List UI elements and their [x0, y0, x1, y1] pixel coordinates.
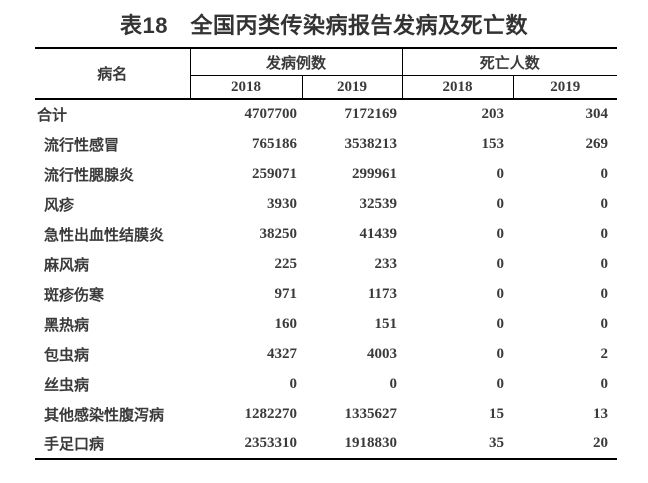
cases-2018-cell: 0 [289, 375, 298, 392]
cases-2019-cell: 151 [374, 315, 398, 332]
deaths-2018-cell: 153 [481, 135, 505, 152]
cases-2019-cell: 1335627 [344, 405, 398, 422]
disease-name-cell: 急性出血性结膜炎 [44, 226, 165, 244]
cases-2018-cell: 4327 [267, 345, 297, 362]
table-row: 合计 4707700 7172169 203 304 [35, 99, 617, 129]
deaths-2019-cell: 0 [600, 315, 609, 332]
disease-name-cell: 风疹 [44, 196, 75, 214]
deaths-2019-header: 2019 [512, 75, 618, 99]
deaths-2019-cell: 0 [600, 285, 609, 302]
deaths-2019-cell: 304 [585, 106, 609, 122]
deaths-2018-cell: 203 [481, 106, 505, 122]
cases-2018-cell: 3930 [267, 195, 297, 212]
cases-2019-cell: 4003 [367, 345, 398, 362]
deaths-2019-cell: 2 [600, 345, 609, 362]
deaths-2019-cell: 13 [593, 405, 609, 422]
disease-name-cell: 手足口病 [44, 436, 105, 453]
deaths-2018-cell: 0 [496, 375, 505, 392]
disease-statistics-table: 病名 发病例数 死亡人数 2018 2019 2018 2019 合计 4707… [35, 47, 618, 460]
table-row: 丝虫病 0 0 0 0 [35, 369, 617, 399]
deaths-2019-cell: 0 [600, 375, 609, 392]
table-row: 流行性感冒 765186 3538213 153 269 [35, 129, 617, 159]
cases-2019-cell: 233 [374, 255, 398, 272]
table-row: 斑疹伤寒 971 1173 0 0 [35, 279, 617, 309]
deaths-2018-cell: 0 [496, 195, 505, 212]
cases-2019-cell: 0 [389, 375, 398, 392]
deaths-2018-cell: 0 [496, 225, 505, 242]
cases-2018-cell: 4707700 [244, 106, 298, 122]
disease-column-header: 病名 [97, 66, 128, 83]
cases-2018-cell: 765186 [252, 135, 297, 152]
table-row: 其他感染性腹泻病 1282270 1335627 15 13 [35, 399, 617, 429]
table-body: 合计 4707700 7172169 203 304 流行性感冒 765186 … [35, 99, 617, 459]
table-row: 急性出血性结膜炎 38250 41439 0 0 [35, 219, 617, 249]
cases-2019-cell: 32539 [359, 195, 398, 212]
deaths-2018-header: 2018 [401, 75, 514, 99]
cases-2018-cell: 160 [274, 315, 298, 332]
disease-name-cell: 流行性感冒 [44, 136, 120, 154]
disease-name-cell: 丝虫病 [44, 376, 90, 394]
deaths-2018-cell: 15 [489, 405, 505, 422]
cases-2018-cell: 971 [274, 285, 298, 302]
deaths-2019-cell: 0 [600, 165, 609, 182]
deaths-2019-cell: 0 [600, 255, 609, 272]
cases-group-header: 发病例数 [189, 48, 403, 76]
table-row: 麻风病 225 233 0 0 [35, 249, 617, 279]
cases-2019-cell: 299961 [352, 165, 398, 182]
table-header: 病名 发病例数 死亡人数 2018 2019 2018 2019 [35, 48, 618, 99]
deaths-2019-cell: 269 [585, 135, 609, 152]
table-row: 流行性腮腺炎 259071 299961 0 0 [35, 159, 617, 189]
cases-2019-header: 2019 [301, 75, 403, 99]
table-row: 手足口病 2353310 1918830 35 20 [35, 429, 617, 459]
cases-2019-cell: 1918830 [344, 435, 398, 451]
cases-2018-cell: 1282270 [244, 405, 298, 422]
deaths-2018-cell: 0 [496, 345, 505, 362]
cases-2018-cell: 259071 [252, 165, 297, 182]
deaths-group-header: 死亡人数 [401, 48, 618, 76]
disease-name-cell: 流行性腮腺炎 [44, 166, 135, 184]
cases-2019-cell: 7172169 [344, 106, 398, 122]
deaths-2018-cell: 0 [496, 165, 505, 182]
table-row: 黑热病 160 151 0 0 [35, 309, 617, 339]
disease-name-cell: 包虫病 [44, 346, 90, 364]
cases-2018-cell: 225 [274, 255, 298, 272]
header-group-row: 病名 发病例数 死亡人数 [35, 48, 618, 83]
table-row: 包虫病 4327 4003 0 2 [35, 339, 617, 369]
cases-2018-cell: 2353310 [244, 435, 298, 451]
deaths-2019-cell: 20 [593, 435, 609, 451]
table-row: 风疹 3930 32539 0 0 [35, 189, 617, 219]
cases-2018-cell: 38250 [259, 225, 298, 242]
deaths-2019-cell: 0 [600, 195, 609, 212]
deaths-2019-cell: 0 [600, 225, 609, 242]
disease-name-cell: 合计 [37, 107, 68, 124]
disease-name-cell: 麻风病 [44, 256, 90, 274]
disease-name-cell: 斑疹伤寒 [44, 286, 105, 304]
deaths-2018-cell: 35 [489, 435, 505, 451]
deaths-2018-cell: 0 [496, 315, 505, 332]
table-title: 表18 全国丙类传染病报告发病及死亡数 [120, 13, 528, 38]
cases-2019-cell: 3538213 [344, 135, 398, 152]
header-year-row: 2018 2019 2018 2019 [35, 75, 618, 99]
deaths-2018-cell: 0 [496, 255, 505, 272]
cases-2019-cell: 1173 [367, 285, 398, 302]
disease-name-cell: 黑热病 [44, 316, 90, 334]
cases-2018-header: 2018 [189, 75, 302, 99]
cases-2019-cell: 41439 [359, 225, 398, 242]
deaths-2018-cell: 0 [496, 285, 505, 302]
disease-name-cell: 其他感染性腹泻病 [44, 406, 165, 424]
